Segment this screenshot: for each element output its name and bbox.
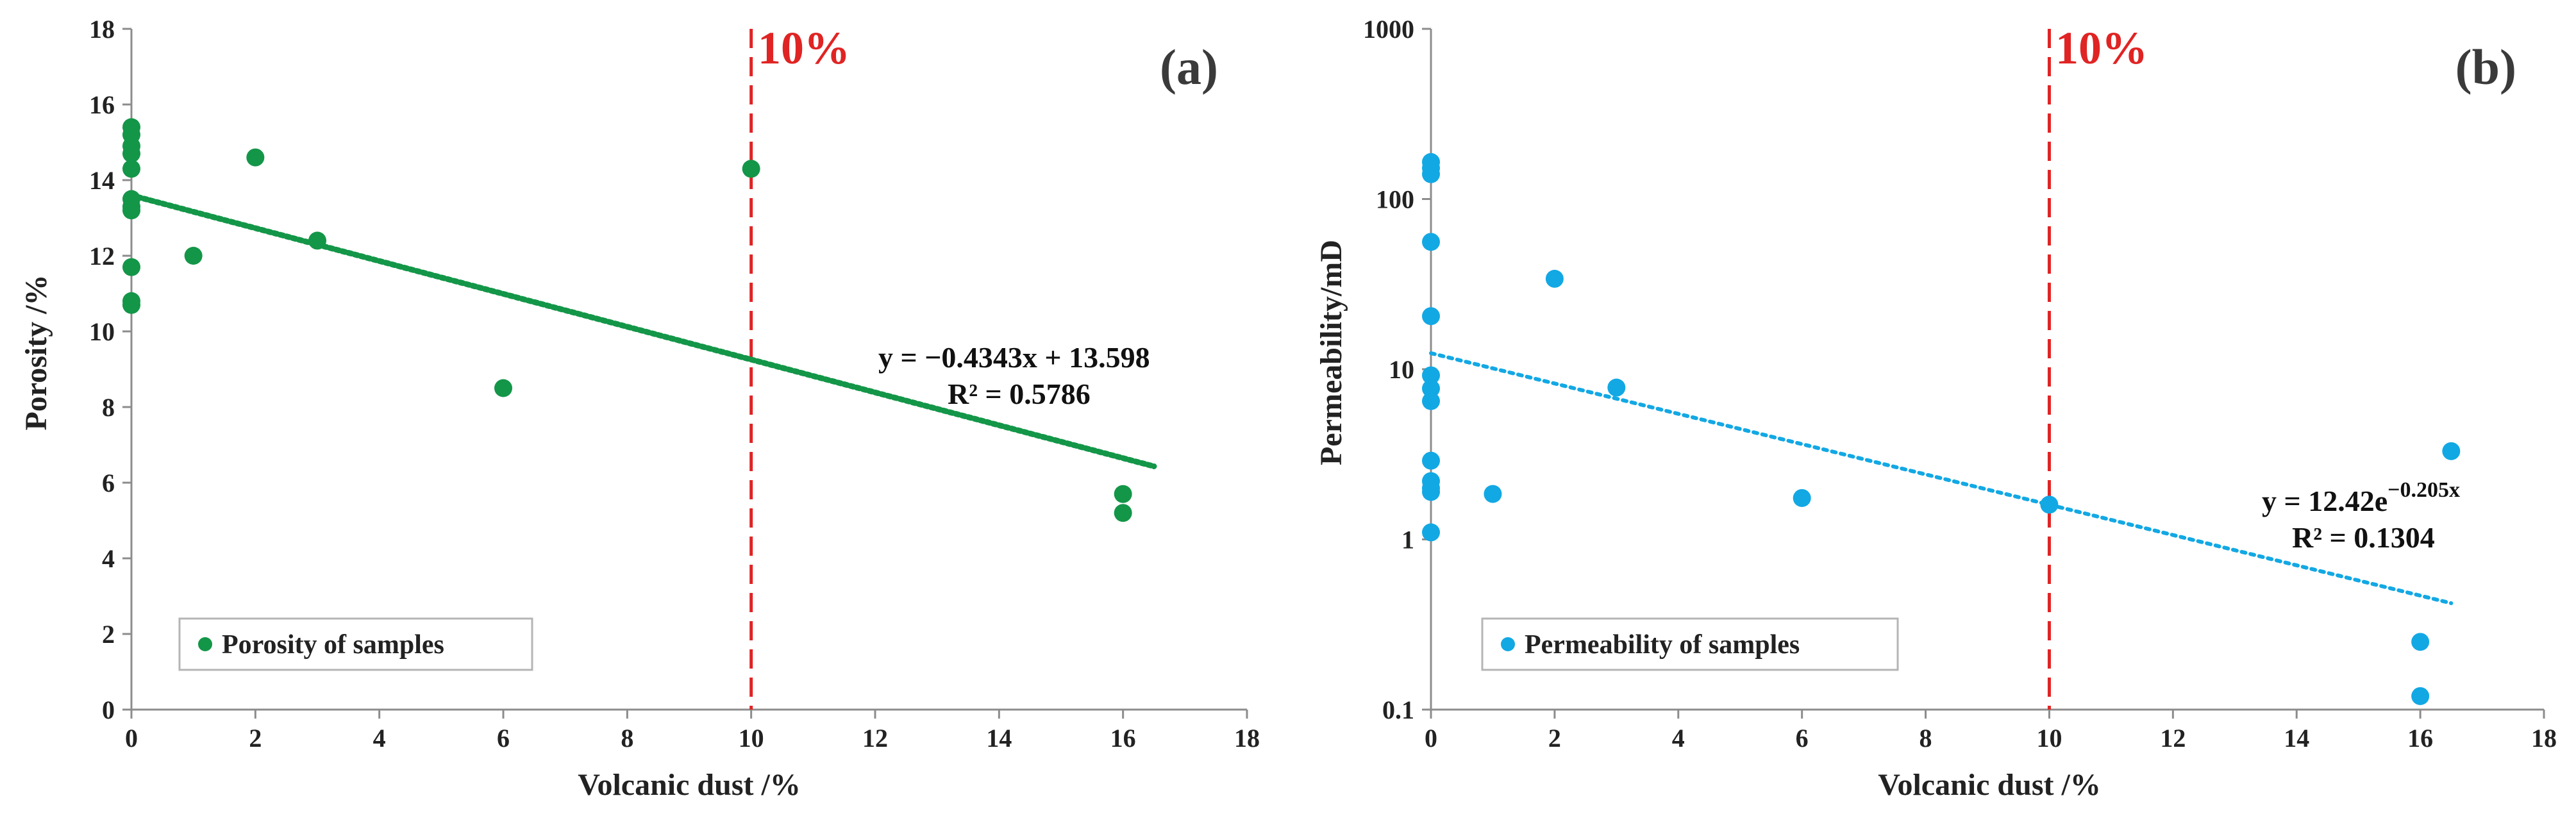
panel-a-x-tick-label: 0: [125, 724, 138, 753]
panel-b-equation: y = 12.42e−0.205x: [2262, 478, 2460, 517]
panel-b-x-tick-label: 6: [1796, 724, 1809, 753]
panel-a-y-tick-label: 18: [89, 15, 115, 44]
panel-b-ref-label: 10%: [2055, 22, 2148, 74]
panel-b-xlabel: Volcanic dust /%: [1878, 768, 2101, 802]
panel-a-y-tick-label: 8: [102, 393, 115, 422]
panel-b-data-point: [1422, 451, 1440, 470]
panel-a-y-tick-label: 14: [89, 166, 115, 195]
panel-b-data-point: [2442, 442, 2461, 460]
panel-b-equation-exponent: −0.205x: [2388, 478, 2460, 502]
panel-a-data-point: [246, 148, 265, 167]
panel-a-y-tick-label: 6: [102, 469, 115, 497]
panel-b-data-point: [2411, 633, 2430, 651]
panel-b-ylabel: Permeability/mD: [1314, 240, 1348, 465]
panel-a-x-tick-label: 18: [1234, 724, 1260, 753]
panel-a-x-tick-label: 4: [373, 724, 386, 753]
panel-b-plot: 0 2 4 6 8 10 12 14 16 18 0.1 1 10 100 1000: [1363, 15, 2557, 753]
panel-b-x-tick-label: 14: [2284, 724, 2309, 753]
panel-b-data-point: [1422, 483, 1440, 501]
panel-a-y-tick-label: 0: [102, 695, 115, 724]
panel-b-data-point: [1607, 378, 1626, 397]
panel-b-legend-marker: [1501, 637, 1515, 651]
panel-a-data-point: [1114, 504, 1132, 522]
panel-a-data-point: [742, 160, 760, 178]
panel-a-y-tick-label: 2: [102, 620, 115, 649]
panel-a-ref-label: 10%: [758, 22, 850, 74]
panel-b-label: (b): [2455, 39, 2516, 95]
panel-a-data-point: [122, 296, 140, 314]
panel-a-x-tick-label: 10: [739, 724, 764, 753]
panel-a-legend-label: Porosity of samples: [222, 630, 444, 660]
panel-b-x-tick-label: 10: [2036, 724, 2062, 753]
panel-b-x-tick-label: 4: [1672, 724, 1685, 753]
panel-b-x-tick-label: 0: [1425, 724, 1437, 753]
panel-a-x-tick-label: 2: [249, 724, 262, 753]
panel-a-y-tick-label: 12: [89, 242, 115, 271]
panel-b-y-tick-label: 1: [1401, 526, 1414, 554]
panel-b-data-point: [2040, 495, 2059, 514]
panel-a-xlabel: Volcanic dust /%: [578, 768, 801, 802]
panel-a-y-tick-label: 10: [89, 317, 115, 346]
panel-a-data-point: [184, 247, 203, 265]
panel-a-equation: y = −0.4343x + 13.598: [878, 341, 1150, 374]
panel-b-x-tick-label: 18: [2531, 724, 2557, 753]
panel-b-data-point: [1422, 307, 1440, 326]
panel-a-data-point: [494, 379, 512, 397]
panel-b-x-tick-label: 12: [2160, 724, 2186, 753]
panel-b-legend-label: Permeability of samples: [1525, 630, 1800, 660]
panel-a-data-point: [308, 231, 326, 250]
panel-a-y-tick-label: 16: [89, 90, 115, 119]
panel-b-y-tick-label: 0.1: [1382, 695, 1414, 724]
panel-a-x-tick-label: 14: [986, 724, 1012, 753]
panel-a-plot: 0 2 4 6 8 10 12 14 16 18 0 2 4 6 8 10 12 14 16 18: [89, 15, 1260, 753]
panel-a-x-tick-label: 6: [497, 724, 510, 753]
panel-b-data-point: [1422, 233, 1440, 251]
panel-a-r2: R² = 0.5786: [948, 378, 1091, 410]
panel-a-label: (a): [1160, 39, 1218, 95]
panel-a-data-point: [1114, 485, 1132, 503]
panel-b-x-tick-label: 2: [1548, 724, 1561, 753]
panel-b-y-tick-label: 1000: [1363, 15, 1414, 44]
panel-a-trendline: [128, 192, 1157, 469]
panel-b-data-point: [1422, 392, 1440, 410]
panel-b-data-point: [1484, 485, 1502, 503]
panel-b-data-point: [1422, 379, 1440, 398]
panel-b-data-point: [1422, 366, 1440, 385]
panel-a-data-point: [122, 201, 140, 220]
panel-a-legend: [178, 617, 533, 671]
panel-b-x-tick-label: 8: [1919, 724, 1932, 753]
panel-a-ylabel: Porosity /%: [19, 274, 53, 430]
panel-b-data-point: [1422, 523, 1440, 542]
panel-b-y-tick-label: 10: [1389, 355, 1414, 384]
panel-b-data-point: [1793, 488, 1811, 507]
panel-b-y-tick-label: 100: [1376, 185, 1414, 214]
panel-b-data-point: [1422, 165, 1440, 183]
panel-a-data-point: [122, 160, 140, 178]
panel-b-data-point: [2411, 687, 2430, 705]
panel-a-legend-marker: [198, 637, 212, 651]
panel-a-data-point: [122, 258, 140, 276]
panel-a-x-tick-label: 16: [1110, 724, 1136, 753]
panel-a-y-tick-label: 4: [102, 544, 115, 573]
panel-a-x-tick-label: 12: [862, 724, 888, 753]
panel-b-legend: [1481, 617, 1899, 671]
panel-a-data-point: [122, 144, 140, 163]
panel-b-equation-base: y = 12.42e: [2262, 485, 2388, 517]
panel-b-x-tick-label: 16: [2407, 724, 2433, 753]
panel-b-r2: R² = 0.1304: [2292, 521, 2435, 554]
panel-a-x-tick-label: 8: [621, 724, 633, 753]
panel-b-trendline: [1429, 351, 2454, 605]
panel-b-data-point: [1545, 269, 1564, 288]
